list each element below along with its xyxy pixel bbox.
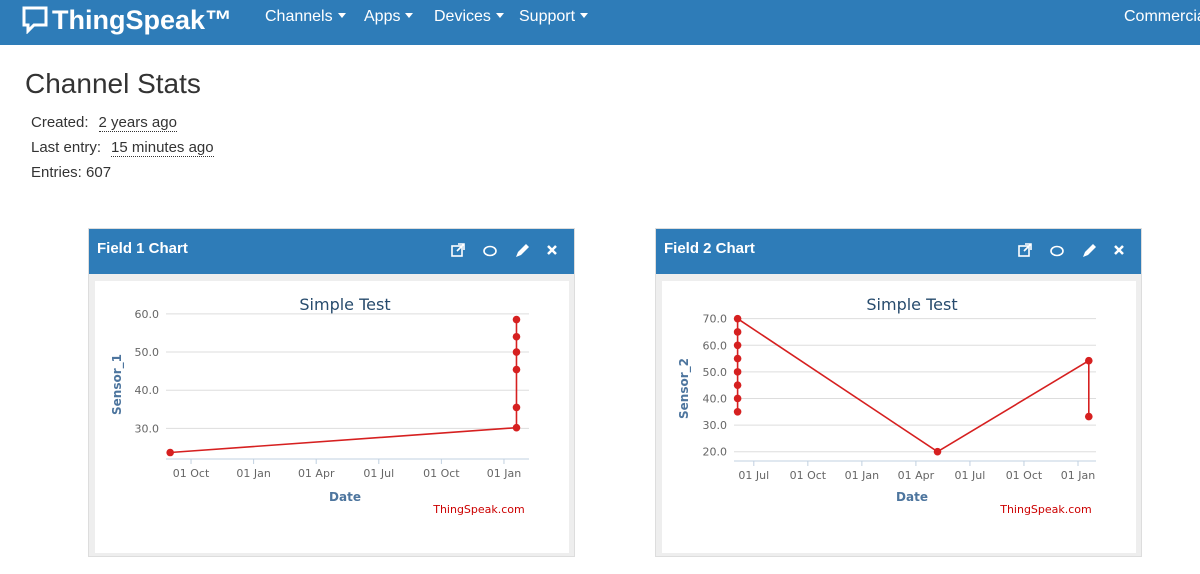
panel: Field 1 Chart Simple Test 30.0 40.0 50.0 60.… <box>88 228 575 557</box>
x-tick-label: 01 Jan <box>1061 469 1095 482</box>
nav-item[interactable]: Support <box>519 8 589 26</box>
y-tick-label: 30.0 <box>703 419 728 432</box>
nav-text: Channels <box>265 8 333 25</box>
chart-title: Simple Test <box>299 295 390 314</box>
data-point <box>733 341 742 350</box>
data-point <box>733 381 742 389</box>
data-point <box>933 447 942 456</box>
y-tick-label: 50.0 <box>135 346 160 359</box>
data-point <box>733 314 742 323</box>
panel-header: Field 2 Chart <box>656 229 1141 274</box>
y-axis-label: Sensor_2 <box>677 358 692 419</box>
y-tick-label: 30.0 <box>135 422 160 435</box>
x-tick-label: 01 Apr <box>898 469 935 482</box>
panel-icons[interactable] <box>1017 242 1125 260</box>
y-tick-label: 70.0 <box>703 313 728 326</box>
nav-item[interactable]: Devices <box>434 8 504 26</box>
panel-icons[interactable] <box>450 242 558 260</box>
x-tick-label: 01 Oct <box>790 469 827 482</box>
nav-text: Support <box>519 8 576 25</box>
x-tick-label: 01 Jan <box>487 467 521 480</box>
x-tick-label: 01 Oct <box>423 467 460 480</box>
x-tick-label: 01 Jul <box>363 467 394 480</box>
label: Last entry: <box>31 139 102 156</box>
logo-icon[interactable] <box>22 6 48 34</box>
data-point <box>512 315 521 324</box>
y-tick-label: 20.0 <box>703 446 728 459</box>
x-axis-label: Date <box>329 490 361 504</box>
stat-created: Created: 2 years ago <box>31 114 177 132</box>
data-point <box>1084 412 1093 421</box>
chart-box: Simple Test 20.0 30.0 40.0 50.0 60.0 70.0 01 Ju… <box>662 281 1136 553</box>
data-point <box>512 365 521 374</box>
series-line <box>736 317 1090 453</box>
stat-entries: Entries: 607 <box>31 164 112 181</box>
x-tick-label: 01 Jan <box>236 467 270 480</box>
y-tick-label: 50.0 <box>703 366 728 379</box>
data-point <box>166 448 174 457</box>
logo[interactable]: ThingSpeak™ <box>52 5 233 35</box>
data-point <box>512 348 521 356</box>
page-title: Channel Stats <box>25 68 201 99</box>
series-line <box>170 319 518 454</box>
x-tick-label: 01 Apr <box>298 467 335 480</box>
y-tick-label: 40.0 <box>135 384 160 397</box>
data-point <box>512 403 521 412</box>
data-point <box>733 354 742 363</box>
top-bar: ThingSpeak™ Channels Apps Devices Suppor… <box>0 0 1200 45</box>
chart-box: Simple Test 30.0 40.0 50.0 60.0 01 Oct 01 Jan 0… <box>95 281 569 553</box>
value: 15 minutes ago <box>111 139 214 157</box>
data-point <box>733 394 742 403</box>
credits: ThingSpeak.com <box>999 503 1092 516</box>
y-tick-label: 60.0 <box>135 308 160 321</box>
x-tick-label: 01 Oct <box>1006 469 1043 482</box>
nav-text: Devices <box>434 8 491 25</box>
data-point <box>733 407 742 416</box>
data-point <box>733 328 742 336</box>
nav-item[interactable]: Commercial <box>1124 8 1200 25</box>
panel-title: Field 2 Chart <box>664 240 755 257</box>
y-axis-label: Sensor_1 <box>110 354 125 415</box>
stat-last-entry: Last entry: 15 minutes ago <box>31 139 214 157</box>
panel-header: Field 1 Chart <box>89 229 574 274</box>
chart-title: Simple Test <box>866 295 957 314</box>
data-point <box>512 423 521 432</box>
nav-text: Apps <box>364 8 401 25</box>
chart: Simple Test 20.0 30.0 40.0 50.0 60.0 70.0 01 Ju… <box>677 295 1096 516</box>
x-tick-label: 01 Jul <box>955 469 986 482</box>
x-axis-label: Date <box>896 490 928 504</box>
y-tick-label: 60.0 <box>703 339 728 352</box>
x-tick-label: 01 Jan <box>845 469 879 482</box>
y-tick-label: 40.0 <box>703 392 728 405</box>
nav-item[interactable]: Channels <box>265 8 346 26</box>
x-tick-label: 01 Oct <box>173 467 210 480</box>
chart: Simple Test 30.0 40.0 50.0 60.0 01 Oct 01 Jan 0… <box>110 295 529 516</box>
data-point <box>1084 356 1093 365</box>
nav-item[interactable]: Apps <box>364 8 414 26</box>
panel-title: Field 1 Chart <box>97 240 188 257</box>
label: Created: <box>31 114 89 131</box>
x-tick-label: 01 Jul <box>738 469 769 482</box>
value: 2 years ago <box>98 114 177 132</box>
credits: ThingSpeak.com <box>432 503 525 516</box>
data-point <box>733 368 742 376</box>
panel: Field 2 Chart Simple Test 20.0 30.0 40.0 50.… <box>655 228 1142 557</box>
data-point <box>512 332 521 341</box>
